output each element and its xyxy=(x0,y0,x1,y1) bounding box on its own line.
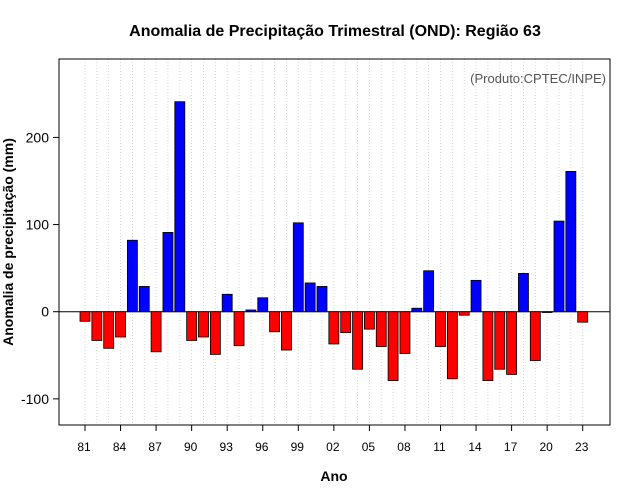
bar-2008 xyxy=(399,311,411,354)
bar-1984 xyxy=(115,311,126,338)
bar-1999 xyxy=(292,222,304,313)
x-tick-label: 05 xyxy=(362,440,376,454)
x-tick-label: 99 xyxy=(291,440,305,454)
x-tick-label: 96 xyxy=(255,440,269,454)
y-axis: -100 0 100 200 xyxy=(21,129,59,407)
x-tick-label: 84 xyxy=(113,440,127,454)
x-tick-label: 81 xyxy=(77,440,91,454)
x-tick-label: 20 xyxy=(539,440,553,454)
y-tick-label: 0 xyxy=(41,304,49,320)
bar-1985 xyxy=(127,239,138,313)
y-tick-label: 100 xyxy=(26,217,50,233)
bar-1994 xyxy=(233,311,245,347)
bar-2011 xyxy=(435,311,446,347)
bar-2001 xyxy=(316,286,328,313)
bar-2005 xyxy=(363,311,375,330)
bar-2007 xyxy=(387,311,399,381)
x-tick-label: 90 xyxy=(184,440,198,454)
bar-2002 xyxy=(328,311,340,345)
bar-2017 xyxy=(506,311,518,375)
bar-1981 xyxy=(79,311,91,322)
x-tick-label: 08 xyxy=(397,440,411,454)
bar-1988 xyxy=(162,232,174,313)
bar-1998 xyxy=(281,311,292,351)
x-tick-label: 93 xyxy=(220,440,234,454)
bar-2013 xyxy=(458,311,470,316)
bar-2018 xyxy=(518,272,529,313)
chart-title: Anomalia de Precipitação Trimestral (OND… xyxy=(129,23,541,40)
bar-2023 xyxy=(577,311,589,323)
bar-1991 xyxy=(198,311,209,338)
x-tick-label: 17 xyxy=(504,440,518,454)
y-axis-title: Anomalia de precipitação (mm) xyxy=(0,138,16,346)
x-tick-label: 23 xyxy=(575,440,589,454)
bar-2022 xyxy=(565,171,577,313)
x-tick-label: 14 xyxy=(468,440,482,454)
bar-1997 xyxy=(269,311,281,333)
x-tick-label: 87 xyxy=(148,440,162,454)
bar-1989 xyxy=(174,101,186,313)
bar-2003 xyxy=(340,311,352,334)
bar-1982 xyxy=(91,311,103,341)
bar-1990 xyxy=(186,311,198,341)
bar-2009 xyxy=(411,307,423,313)
bar-2020 xyxy=(541,311,553,313)
y-tick-label: -100 xyxy=(21,391,49,407)
bar-2012 xyxy=(446,311,458,380)
bar-2010 xyxy=(423,270,435,313)
bar-2000 xyxy=(304,282,316,313)
bar-2021 xyxy=(553,220,565,313)
bar-1987 xyxy=(150,311,162,353)
bar-2015 xyxy=(482,311,494,381)
x-axis: 81 84 87 90 93 96 99 02 05 08 11 14 17 20 23 xyxy=(77,425,589,454)
bar-2014 xyxy=(470,279,482,313)
bar-1986 xyxy=(138,286,150,313)
bar-2004 xyxy=(352,311,363,370)
bar-1996 xyxy=(257,297,269,313)
x-tick-label: 11 xyxy=(433,440,446,454)
plot-frame xyxy=(58,58,611,426)
bar-2006 xyxy=(375,311,387,347)
x-axis-title: Ano xyxy=(320,468,347,484)
y-tick-label: 200 xyxy=(26,129,50,145)
bar-1995 xyxy=(245,309,257,313)
source-annotation: (Produto:CPTEC/INPE) xyxy=(470,71,606,86)
bar-1992 xyxy=(209,311,221,355)
bar-2016 xyxy=(494,311,506,370)
bar-2019 xyxy=(529,311,541,361)
bars xyxy=(79,101,589,381)
bar-1983 xyxy=(103,311,115,349)
bar-1993 xyxy=(221,293,233,313)
x-tick-label: 02 xyxy=(326,440,340,454)
